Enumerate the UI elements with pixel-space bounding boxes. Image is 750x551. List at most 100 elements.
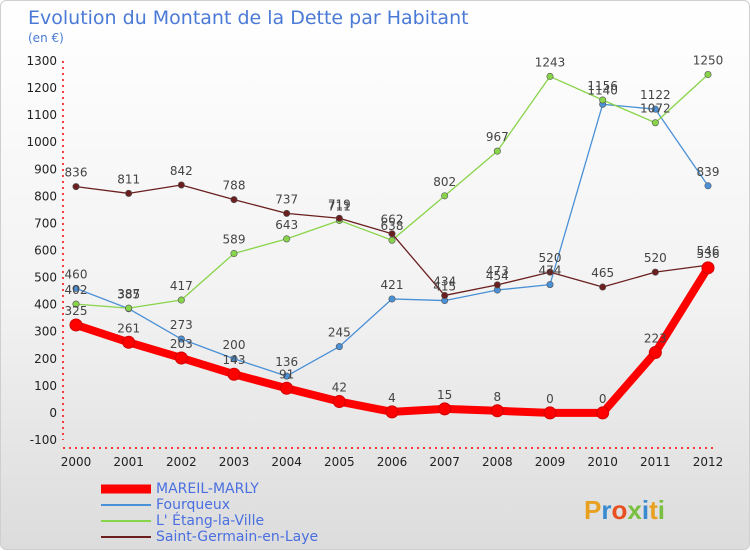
data-label: 454	[486, 269, 509, 283]
data-point	[72, 284, 80, 292]
data-point	[177, 181, 185, 189]
data-label: 465	[591, 266, 614, 280]
legend-label: MAREIL-MARLY	[156, 481, 259, 497]
data-label: 1250	[693, 54, 724, 68]
data-point	[599, 283, 607, 291]
data-label: 1243	[535, 55, 566, 69]
y-tick-label: 400	[34, 298, 57, 312]
data-point	[385, 405, 399, 419]
data-label: 417	[170, 279, 193, 293]
data-label: 842	[170, 164, 193, 178]
data-label: 589	[223, 232, 246, 246]
y-tick-label: 500	[34, 271, 57, 285]
data-label: 802	[433, 175, 456, 189]
y-tick-label: -100	[30, 433, 57, 447]
data-point	[72, 183, 80, 191]
proxiti-logo: Proxiti	[584, 495, 665, 525]
data-point	[546, 72, 554, 80]
data-label: 811	[117, 172, 140, 186]
data-point	[493, 281, 501, 289]
legend-label: Saint-Germain-en-Laye	[156, 529, 318, 545]
y-tick-label: 1100	[26, 108, 57, 122]
y-tick-label: 1300	[26, 54, 57, 68]
data-label: 788	[223, 179, 246, 193]
data-point	[69, 318, 83, 332]
data-point	[335, 214, 343, 222]
data-point	[441, 192, 449, 200]
x-tick-label: 2004	[271, 455, 302, 469]
x-tick-label: 2003	[219, 455, 250, 469]
data-label: 719	[328, 197, 351, 211]
data-label: 223	[644, 332, 667, 346]
data-point	[543, 406, 557, 420]
data-point	[227, 367, 241, 381]
legend-label: Fourqueux	[156, 497, 230, 513]
svg-text:Proxiti: Proxiti	[584, 495, 665, 525]
y-tick-label: 1200	[26, 81, 57, 95]
data-label: 520	[644, 251, 667, 265]
x-tick-label: 2011	[640, 455, 671, 469]
data-label: 0	[599, 392, 607, 406]
data-label: 737	[275, 192, 298, 206]
data-label: 836	[65, 166, 88, 180]
data-label: 325	[65, 304, 88, 318]
y-tick-label: 1000	[26, 135, 57, 149]
data-label: 1072	[640, 102, 671, 116]
data-label: 662	[381, 213, 404, 227]
x-tick-label: 2005	[324, 455, 355, 469]
data-point	[438, 402, 452, 416]
data-label: 434	[433, 274, 456, 288]
data-label: 402	[65, 283, 88, 297]
data-label: 8	[494, 390, 502, 404]
x-tick-label: 2000	[61, 455, 92, 469]
data-point	[490, 404, 504, 418]
data-label: 536	[697, 247, 720, 261]
y-tick-label: 0	[49, 406, 57, 420]
y-tick-label: 900	[34, 162, 57, 176]
x-tick-label: 2006	[377, 455, 408, 469]
data-label: 473	[486, 264, 509, 278]
data-point	[122, 335, 136, 349]
data-point	[72, 300, 80, 308]
x-tick-label: 2001	[113, 455, 144, 469]
data-point	[332, 395, 346, 409]
data-point	[230, 355, 238, 363]
data-point	[174, 351, 188, 365]
data-point	[283, 209, 291, 217]
data-label: 273	[170, 318, 193, 332]
data-label: 474	[539, 264, 562, 278]
data-point	[704, 71, 712, 79]
data-label: 1156	[587, 79, 618, 93]
x-tick-label: 2007	[429, 455, 460, 469]
x-tick-label: 2009	[535, 455, 566, 469]
data-label: 387	[117, 287, 140, 301]
x-tick-label: 2002	[166, 455, 197, 469]
legend-label: L' Étang-la-Ville	[156, 512, 264, 529]
data-point	[596, 406, 610, 420]
data-label: 520	[539, 251, 562, 265]
x-tick-label: 2012	[693, 455, 724, 469]
chart-subtitle: (en €)	[28, 31, 64, 45]
data-label: 1140	[587, 83, 618, 97]
x-tick-label: 2010	[587, 455, 618, 469]
data-point	[388, 295, 396, 303]
data-point	[701, 261, 715, 275]
data-label: 15	[437, 388, 452, 402]
data-point	[177, 335, 185, 343]
y-tick-label: 100	[34, 379, 57, 393]
data-label: 415	[433, 280, 456, 294]
data-point	[230, 249, 238, 257]
data-point	[651, 119, 659, 127]
data-point	[651, 268, 659, 276]
data-label: 261	[117, 321, 140, 335]
data-point	[283, 372, 291, 380]
y-tick-label: 800	[34, 189, 57, 203]
data-point	[546, 268, 554, 276]
data-point	[704, 182, 712, 190]
y-tick-label: 600	[34, 244, 57, 258]
data-label: 91	[279, 367, 294, 381]
data-label: 203	[170, 337, 193, 351]
data-label: 638	[381, 219, 404, 233]
